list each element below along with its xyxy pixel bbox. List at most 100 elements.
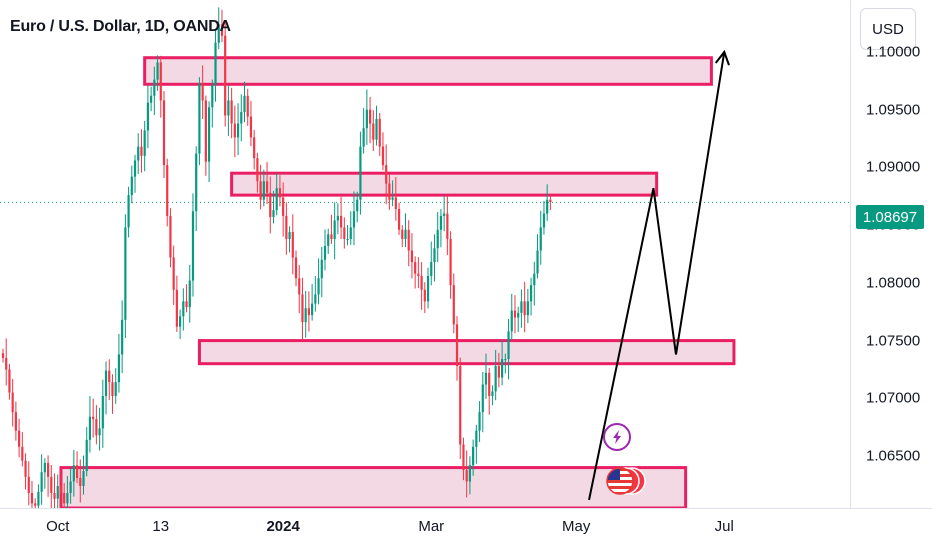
candle	[162, 90, 166, 179]
candle	[179, 309, 182, 340]
candle	[195, 146, 198, 232]
candle-body	[69, 481, 72, 493]
time-tick-label: May	[561, 518, 591, 535]
candle-body	[336, 215, 339, 221]
candle-body	[285, 215, 288, 239]
chart-area[interactable]: Euro / U.S. Dollar, 1D, OANDA	[0, 0, 850, 508]
candle	[224, 20, 227, 127]
candle	[265, 161, 269, 204]
candle	[233, 105, 236, 158]
candle	[275, 173, 278, 216]
candle	[88, 396, 92, 453]
candle	[539, 210, 542, 265]
candle	[272, 190, 275, 224]
candle	[404, 213, 407, 247]
time-tick-label: Oct	[46, 518, 70, 535]
candle	[146, 85, 149, 149]
candle	[443, 195, 446, 232]
candle-body	[478, 412, 481, 431]
candle-body	[401, 229, 404, 239]
candle	[452, 273, 455, 334]
candle-body	[539, 227, 542, 251]
candle-body	[526, 301, 529, 316]
candle	[523, 281, 526, 333]
candle	[150, 86, 153, 112]
candle-body	[172, 257, 175, 290]
candle-body	[59, 486, 63, 493]
flash-icon[interactable]	[603, 423, 631, 451]
candle	[304, 291, 307, 338]
candle-body	[137, 146, 140, 161]
candle	[517, 306, 520, 332]
zone-zone-1[interactable]	[143, 56, 713, 86]
candle	[307, 291, 310, 332]
us-flag-icon[interactable]	[606, 467, 646, 495]
candle	[50, 465, 53, 508]
candle	[236, 103, 240, 156]
candle	[468, 456, 471, 495]
candle-body	[314, 294, 317, 304]
candle-body	[455, 324, 459, 366]
candle	[533, 261, 536, 306]
candle-body	[323, 245, 327, 260]
candle-body	[494, 365, 497, 392]
candle	[484, 353, 488, 399]
candle-body	[114, 382, 117, 397]
candle-body	[101, 396, 104, 429]
price-chart[interactable]	[0, 0, 850, 508]
projection-path[interactable]	[588, 51, 726, 501]
candle	[133, 154, 137, 193]
candle-body	[468, 465, 471, 482]
candles-layer	[1, 7, 552, 508]
candle	[259, 164, 262, 210]
candle	[536, 234, 539, 279]
candle	[282, 182, 285, 237]
candle-body	[150, 95, 153, 103]
candle	[285, 202, 288, 255]
currency-button[interactable]: USD	[860, 8, 916, 50]
candle-body	[88, 416, 92, 440]
candle	[153, 66, 156, 115]
price-tick-label: 1.06500	[866, 447, 921, 465]
candle	[410, 233, 414, 279]
candle	[11, 378, 14, 427]
candle-body	[520, 301, 523, 313]
candle-body	[452, 285, 455, 325]
candle-body	[21, 446, 24, 461]
candle-body	[497, 365, 500, 378]
candle	[140, 129, 143, 173]
candle-body	[185, 301, 188, 308]
zone-zone-2[interactable]	[230, 171, 659, 197]
candle-body	[249, 116, 253, 138]
candle-body	[133, 160, 137, 177]
candle	[462, 437, 465, 481]
candle	[397, 202, 401, 235]
candle-body	[56, 486, 59, 499]
candle-body	[233, 123, 236, 138]
candle-body	[446, 213, 449, 239]
candle-body	[549, 199, 552, 203]
candle	[330, 214, 333, 244]
price-axis[interactable]	[850, 0, 932, 508]
candle	[18, 418, 21, 458]
candle-body	[333, 220, 336, 239]
zone-zone-3[interactable]	[197, 339, 736, 366]
candle-body	[79, 477, 82, 487]
candle-body	[175, 289, 178, 327]
candle-body	[491, 391, 494, 397]
candle	[346, 225, 349, 246]
candle	[436, 211, 439, 263]
candle-body	[211, 85, 214, 108]
candle-body	[375, 118, 378, 140]
price-tick-label: 1.09000	[866, 158, 921, 176]
candle	[323, 229, 327, 271]
candle	[481, 372, 484, 433]
time-axis[interactable]	[0, 508, 932, 550]
candle-body	[259, 181, 262, 200]
price-tick-label: 1.10000	[866, 43, 921, 61]
candle	[5, 338, 8, 386]
candle-body	[372, 123, 375, 140]
candle	[34, 498, 37, 508]
candle-body	[307, 308, 310, 316]
candle	[114, 368, 117, 404]
